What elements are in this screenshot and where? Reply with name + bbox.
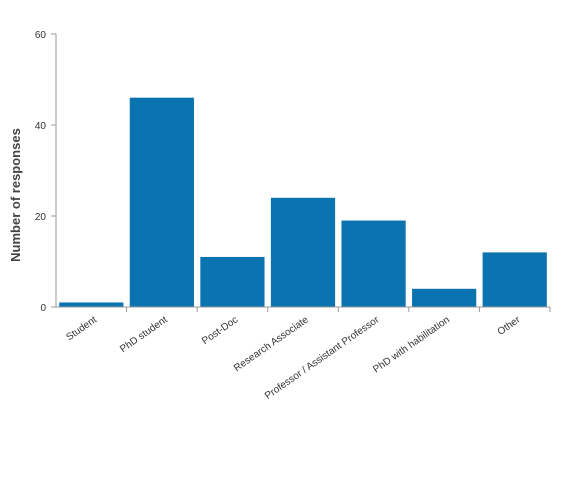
bar [482, 252, 547, 307]
y-tick-label: 20 [35, 212, 47, 223]
x-tick-label: Professor / Assistant Professor [263, 314, 382, 402]
x-tick-label: PhD with habilitation [371, 314, 452, 375]
y-tick-label: 60 [35, 30, 47, 41]
x-tick-label: PhD student [118, 314, 170, 355]
x-tick-label: Other [496, 314, 523, 338]
bar [270, 197, 336, 307]
bar [59, 302, 124, 307]
bar-series [59, 97, 547, 307]
bar [200, 256, 265, 307]
y-axis-label: Number of responses [8, 128, 23, 262]
x-tick-label: Research Associate [232, 314, 311, 374]
bar [412, 288, 477, 307]
y-axis-ticks: 0 20 40 60 [35, 30, 56, 314]
bar [129, 97, 194, 307]
bar [341, 220, 406, 307]
x-tick-label: Student [64, 314, 99, 343]
y-tick-label: 0 [40, 303, 46, 314]
axes [55, 34, 550, 308]
y-tick-label: 40 [35, 121, 47, 132]
x-tick-label: Post-Doc [200, 314, 240, 347]
